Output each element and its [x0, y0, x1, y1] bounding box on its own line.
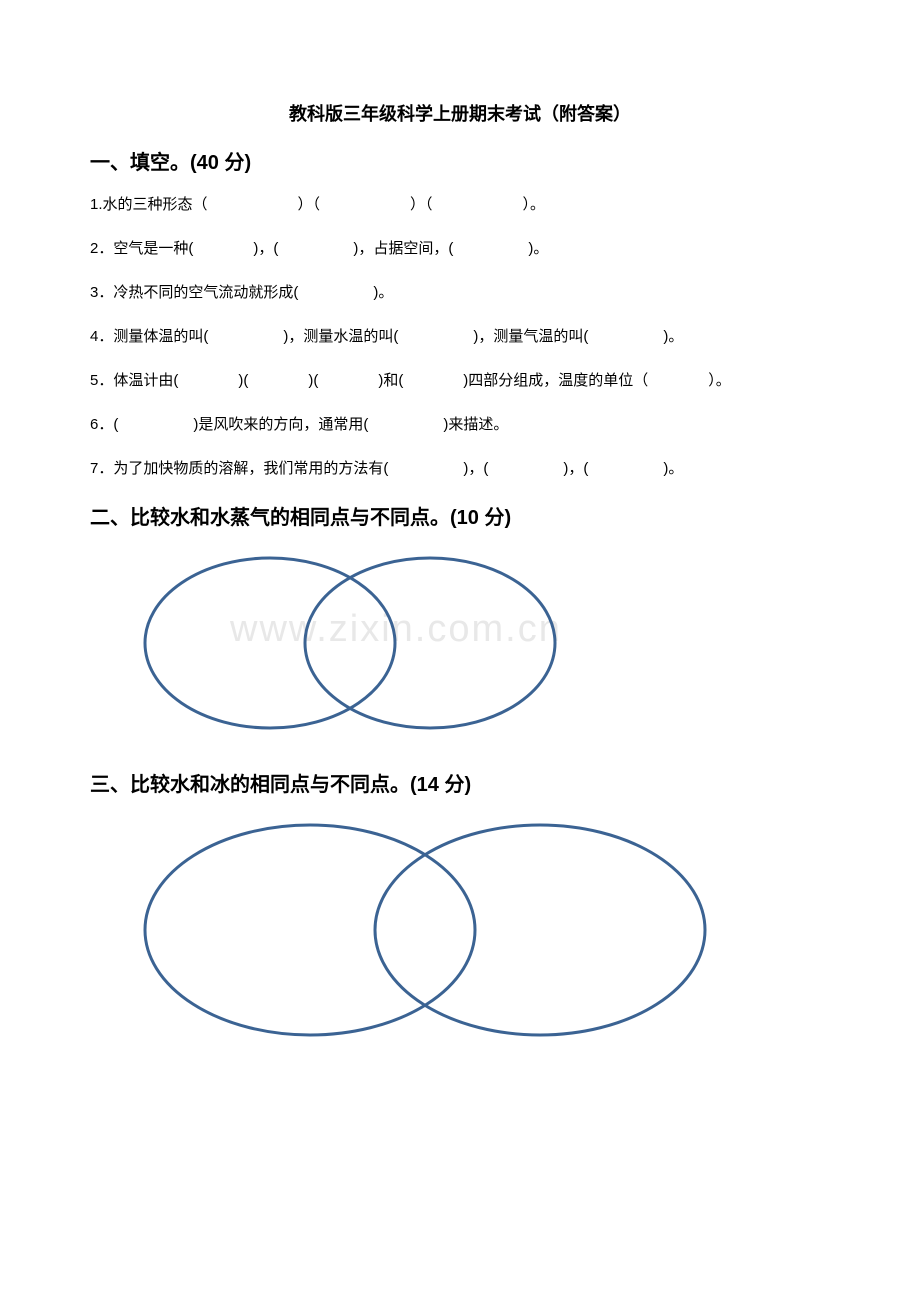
venn1-svg	[130, 548, 560, 738]
venn-diagram-2	[130, 815, 830, 1045]
page-title: 教科版三年级科学上册期末考试（附答案）	[90, 100, 830, 126]
question-2: 2．空气是一种( )，( )，占据空间，( )。	[90, 237, 830, 261]
section2-header: 二、比较水和水蒸气的相同点与不同点。(10 分)	[90, 501, 830, 530]
section3-header: 三、比较水和冰的相同点与不同点。(14 分)	[90, 768, 830, 797]
question-7: 7．为了加快物质的溶解，我们常用的方法有( )，( )，( )。	[90, 457, 830, 481]
question-3: 3．冷热不同的空气流动就形成( )。	[90, 281, 830, 305]
question-1: 1.水的三种形态（ ）（ ）（ ）。	[90, 193, 830, 217]
question-5: 5．体温计由( )( )( )和( )四部分组成，温度的单位（ ）。	[90, 369, 830, 393]
section1-header: 一、填空。(40 分)	[90, 146, 830, 175]
question-6: 6．( )是风吹来的方向，通常用( )来描述。	[90, 413, 830, 437]
venn2-svg	[130, 815, 730, 1045]
question-4: 4．测量体温的叫( )，测量水温的叫( )，测量气温的叫( )。	[90, 325, 830, 349]
venn-diagram-1	[130, 548, 830, 738]
